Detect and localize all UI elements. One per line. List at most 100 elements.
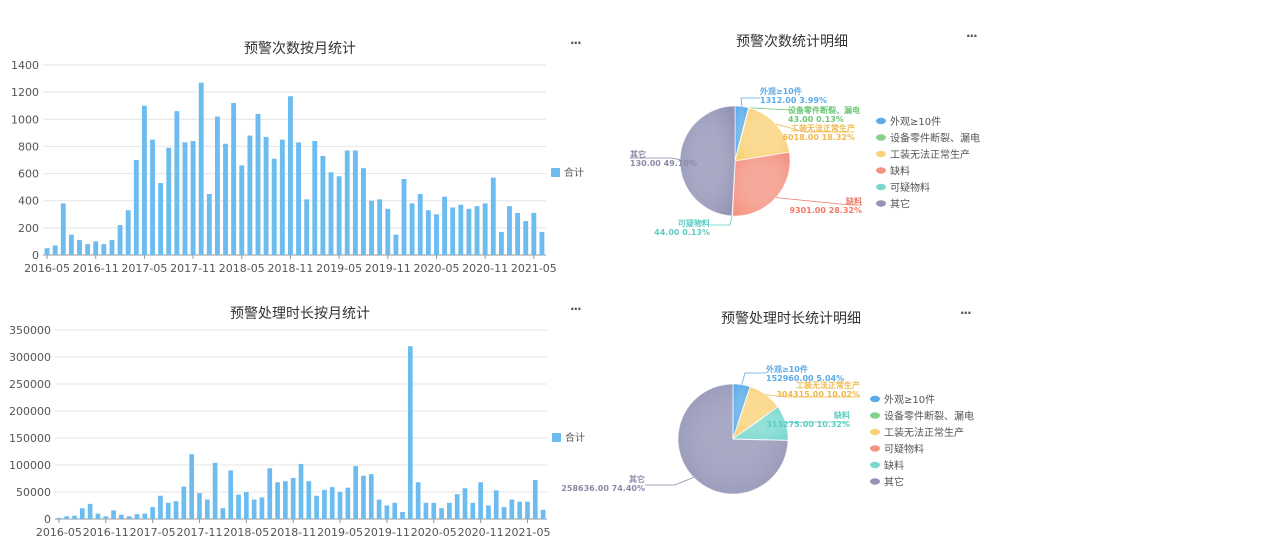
label-line: [645, 476, 694, 486]
bar: [190, 141, 196, 255]
bar: [243, 492, 249, 519]
bar: [56, 517, 62, 519]
more-menu-icon[interactable]: ···: [960, 306, 972, 320]
bar: [482, 203, 488, 255]
bar: [532, 480, 538, 519]
bar: [478, 482, 483, 519]
bar: [337, 492, 343, 519]
label-line: [765, 394, 860, 398]
bar: [259, 497, 265, 519]
bar: [231, 103, 237, 255]
slice-label-name: 可疑物料: [678, 218, 710, 228]
bar: [283, 481, 288, 519]
bar: [212, 462, 218, 519]
pie-slice-shade: [733, 386, 778, 439]
slice-label-name: 缺料: [845, 196, 862, 206]
pie-slice-shade: [678, 384, 788, 494]
bar: [103, 516, 109, 519]
legend-label: 缺料: [884, 459, 904, 472]
legend-icon: [870, 412, 880, 419]
label-line: [630, 157, 681, 160]
bar: [431, 502, 437, 519]
legend-label: 可疑物料: [884, 443, 924, 456]
x-tick-label: 2017-05: [121, 262, 167, 275]
x-tick-label: 2017-11: [176, 526, 222, 539]
bar: [458, 204, 464, 255]
chart-title: 预警处理时长按月统计: [230, 306, 370, 322]
slice-label-value: 258636.00 74.40%: [561, 484, 645, 493]
legend-icon: [870, 461, 880, 469]
bar: [220, 508, 226, 519]
slice-label-value: 9301.00 28.32%: [789, 206, 862, 215]
bar: [540, 509, 546, 519]
bar: [417, 193, 423, 255]
legend-label: 设备零件断裂、漏电: [884, 410, 974, 423]
pie-slice-shade: [732, 152, 790, 216]
bar: [198, 82, 204, 256]
bar: [142, 513, 148, 519]
label-line: [775, 197, 862, 206]
label-line: [785, 421, 850, 424]
slice-label-value: 130.00 49.10%: [630, 159, 697, 168]
bar: [87, 503, 93, 519]
bar: [134, 514, 140, 519]
bar: [181, 486, 187, 519]
bar: [361, 475, 366, 519]
y-tick-label: 300000: [9, 351, 51, 364]
chart-title: 预警处理时长统计明细: [721, 311, 861, 327]
x-tick-label: 2019-05: [317, 526, 363, 539]
bar: [290, 477, 296, 519]
more-menu-icon[interactable]: ···: [966, 29, 978, 43]
y-tick-label: 350000: [9, 324, 51, 337]
bar: [377, 199, 383, 255]
x-tick-label: 2020-11: [458, 526, 504, 539]
slice-label-name: 设备零件断裂、漏电: [788, 105, 860, 115]
bar: [454, 494, 460, 519]
bar: [304, 199, 310, 255]
bar: [507, 206, 512, 255]
bar: [393, 234, 399, 255]
legend-label: 可疑物料: [890, 181, 930, 194]
bar: [525, 501, 530, 519]
processing-time-detail-chart: 预警处理时长统计明细 ··· 外观≥10件 152960.00 5.04% 工装无法…: [561, 280, 1000, 547]
bar: [376, 499, 382, 519]
legend-label: 缺料: [890, 165, 910, 178]
bar: [442, 196, 448, 255]
bar: [79, 508, 85, 519]
legend-label: 外观≥10件: [884, 394, 935, 406]
bar: [368, 474, 374, 519]
y-tick-label: 400: [18, 195, 39, 208]
bar: [101, 244, 107, 255]
bar: [298, 463, 304, 519]
bar: [498, 231, 504, 255]
more-menu-icon[interactable]: ···: [570, 302, 582, 316]
bar: [189, 454, 195, 519]
bar: [150, 139, 155, 255]
y-tick-label: 1400: [11, 59, 39, 72]
label-line: [748, 107, 791, 111]
legend-icon: [876, 117, 886, 125]
x-tick-label: 2018-05: [223, 526, 269, 539]
y-tick-label: 200000: [9, 405, 51, 418]
x-tick-label: 2021-05: [511, 262, 557, 275]
bar: [174, 111, 180, 256]
bar: [251, 499, 257, 519]
label-line: [775, 123, 855, 133]
bar: [490, 177, 496, 255]
legend-icon: [870, 478, 880, 485]
bar: [322, 489, 327, 519]
slice-label-name: 外观≥10件: [760, 86, 802, 96]
slice-label-value: 44.00 0.13%: [654, 228, 710, 237]
legend-label: 外观≥10件: [890, 116, 941, 128]
bar: [197, 493, 202, 519]
legend-icon: [876, 183, 886, 191]
y-tick-label: 100000: [9, 459, 51, 472]
pie-slice-shade: [680, 106, 735, 216]
more-menu-icon[interactable]: ···: [570, 36, 582, 50]
bar: [352, 150, 358, 255]
bar: [515, 212, 521, 255]
bar: [345, 487, 351, 519]
bar: [72, 515, 77, 519]
bar: [353, 466, 359, 519]
